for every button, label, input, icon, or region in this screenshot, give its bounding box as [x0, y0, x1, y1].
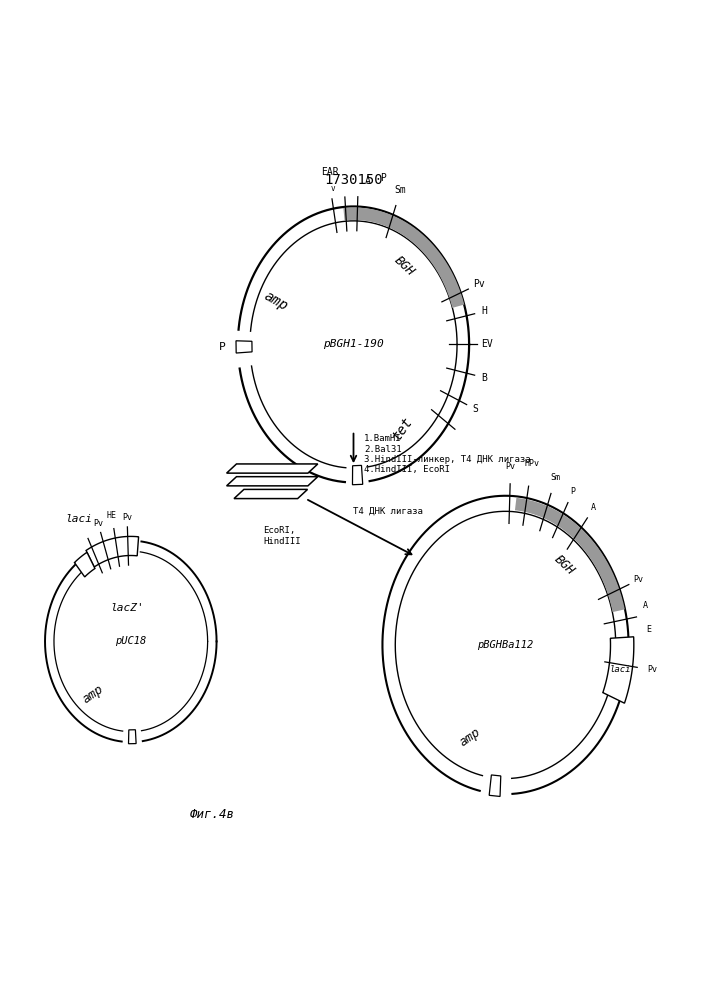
Text: Pv: Pv: [647, 665, 658, 674]
Text: tet: tet: [390, 414, 416, 442]
Text: Sm: Sm: [395, 185, 407, 195]
Text: pUC18: pUC18: [115, 636, 146, 646]
Text: A: A: [591, 503, 596, 512]
Text: P: P: [571, 487, 575, 496]
Text: HE: HE: [107, 511, 117, 520]
Text: A: A: [643, 601, 648, 610]
Text: Pv: Pv: [474, 279, 486, 289]
Text: BGH: BGH: [392, 254, 417, 279]
Text: laci: laci: [609, 665, 631, 674]
Text: Pv: Pv: [122, 513, 132, 522]
Text: amp: amp: [80, 682, 106, 706]
Text: pBGHBa112: pBGHBa112: [477, 640, 534, 650]
Polygon shape: [353, 465, 363, 485]
Text: Sm: Sm: [551, 473, 561, 482]
Polygon shape: [226, 477, 318, 486]
Text: H: H: [481, 306, 487, 316]
Polygon shape: [489, 775, 501, 796]
Text: S: S: [473, 404, 479, 414]
Text: Pv: Pv: [93, 519, 103, 528]
Polygon shape: [236, 341, 252, 353]
Text: 1.BamHI
2.Bal31
3.HindIII-линкер, T4 ДНК лигаза
4.HindIII, EcoRI: 1.BamHI 2.Bal31 3.HindIII-линкер, T4 ДНК…: [364, 434, 531, 474]
Text: BGH: BGH: [552, 553, 578, 577]
Polygon shape: [86, 536, 139, 567]
Text: EV: EV: [481, 339, 493, 349]
Text: B: B: [481, 373, 487, 383]
Text: Pv: Pv: [506, 462, 515, 471]
Polygon shape: [129, 730, 136, 744]
Text: amp: amp: [262, 289, 291, 314]
Text: EAR: EAR: [321, 167, 339, 177]
Text: amp: amp: [457, 725, 483, 749]
Text: E: E: [646, 625, 651, 634]
Text: Pv: Pv: [633, 575, 643, 584]
Polygon shape: [234, 489, 308, 499]
Text: v: v: [331, 184, 336, 193]
Polygon shape: [226, 464, 318, 473]
Polygon shape: [603, 637, 633, 703]
Text: HPv: HPv: [525, 459, 539, 468]
Text: lacZ': lacZ': [110, 603, 144, 613]
Text: A: A: [365, 176, 371, 186]
Text: P: P: [218, 342, 226, 352]
Text: P: P: [380, 173, 386, 183]
Polygon shape: [74, 552, 95, 577]
Text: Т4 ДНК лигаза: Т4 ДНК лигаза: [354, 507, 423, 516]
Text: Фиг.4в: Фиг.4в: [189, 808, 235, 821]
Text: pBGH1-190: pBGH1-190: [323, 339, 384, 349]
Text: 1730150: 1730150: [325, 173, 382, 187]
Text: laci: laci: [65, 514, 92, 524]
Text: EcoRI,
HindIII: EcoRI, HindIII: [263, 526, 300, 546]
